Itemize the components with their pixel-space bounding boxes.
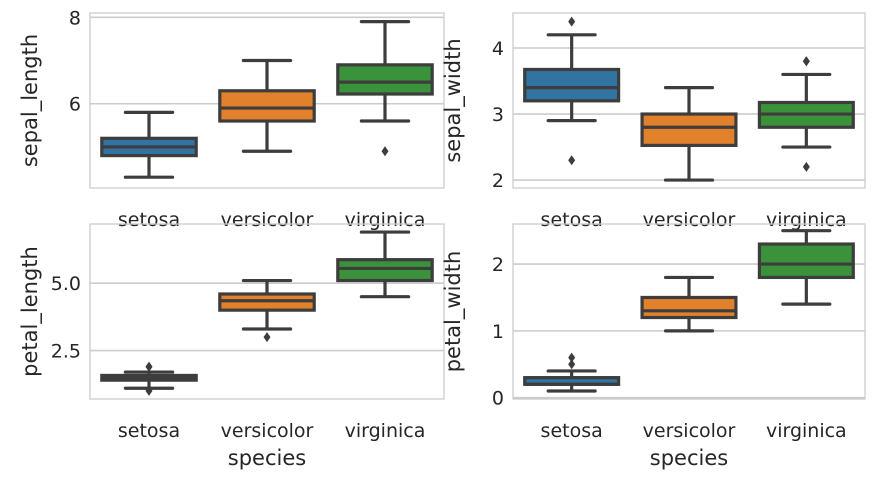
plot-frame xyxy=(512,12,866,189)
x-axis-label: species xyxy=(228,446,306,470)
box-versicolor xyxy=(640,275,738,333)
box-versicolor xyxy=(640,86,738,182)
box-setosa xyxy=(100,110,198,179)
box-body xyxy=(218,89,316,123)
box-virginica xyxy=(757,229,855,306)
x-tick-label: virginica xyxy=(345,209,426,231)
x-tick-label: setosa xyxy=(118,420,180,442)
panel-sepal_width: 2 3 4 setosa versicolor virginica sepal_width xyxy=(441,12,866,231)
panel-petal_width: 0 1 2 setosa versicolor virginica species petal… xyxy=(441,223,866,470)
y-tick-label: 4 xyxy=(492,38,504,60)
x-tick-label: virginica xyxy=(766,420,847,442)
x-tick-label: versicolor xyxy=(221,209,314,231)
flier-point xyxy=(568,155,576,166)
plot-frame xyxy=(89,223,445,400)
x-tick-label: virginica xyxy=(345,420,426,442)
y-tick-label: 8 xyxy=(69,7,81,29)
box-setosa xyxy=(523,16,621,166)
plot-frame xyxy=(89,12,445,189)
x-tick-label: versicolor xyxy=(221,420,314,442)
plot-frame xyxy=(512,223,866,400)
x-tick-label: versicolor xyxy=(643,209,736,231)
flier-point xyxy=(568,359,576,370)
y-tick-label: 6 xyxy=(69,94,81,116)
flier-point xyxy=(568,352,576,363)
panel-petal_length: 2.5 5.0 setosa versicolor virginica species pe… xyxy=(18,223,445,470)
flier-point xyxy=(145,361,153,372)
box-versicolor xyxy=(218,58,316,153)
y-tick-label: 2 xyxy=(492,170,504,192)
flier-point xyxy=(568,16,576,27)
x-tick-label: setosa xyxy=(118,209,180,231)
y-tick-label: 3 xyxy=(492,104,504,126)
box-virginica xyxy=(336,20,434,157)
box-body xyxy=(640,295,738,320)
y-axis-label: sepal_length xyxy=(18,34,43,167)
box-body xyxy=(757,242,855,280)
flier-point xyxy=(263,332,271,343)
box-versicolor xyxy=(218,278,316,343)
flier-point xyxy=(802,161,810,172)
box-virginica xyxy=(757,56,855,172)
box-setosa xyxy=(100,361,198,396)
y-tick-label: 5.0 xyxy=(51,273,81,295)
x-axis-label: species xyxy=(650,446,728,470)
y-axis-label: petal_width xyxy=(441,251,466,373)
box-virginica xyxy=(336,230,434,299)
x-tick-label: setosa xyxy=(541,209,603,231)
y-axis-label: petal_length xyxy=(18,246,43,377)
panel-sepal_length: 6 8 setosa versicolor virginica sepal_length xyxy=(18,7,445,231)
flier-point xyxy=(381,146,389,157)
box-body xyxy=(336,258,434,283)
box-setosa xyxy=(523,352,621,393)
flier-point xyxy=(802,56,810,67)
box-body xyxy=(640,112,738,148)
box-body xyxy=(336,63,434,96)
x-tick-label: versicolor xyxy=(643,420,736,442)
y-tick-label: 1 xyxy=(492,321,504,343)
y-tick-label: 2 xyxy=(492,254,504,276)
x-tick-label: setosa xyxy=(541,420,603,442)
y-tick-label: 2.5 xyxy=(51,341,81,363)
x-tick-label: virginica xyxy=(766,209,847,231)
flier-point xyxy=(145,385,153,396)
y-axis-label: sepal_width xyxy=(441,38,466,162)
box-body xyxy=(523,67,621,103)
y-tick-label: 0 xyxy=(492,388,504,410)
